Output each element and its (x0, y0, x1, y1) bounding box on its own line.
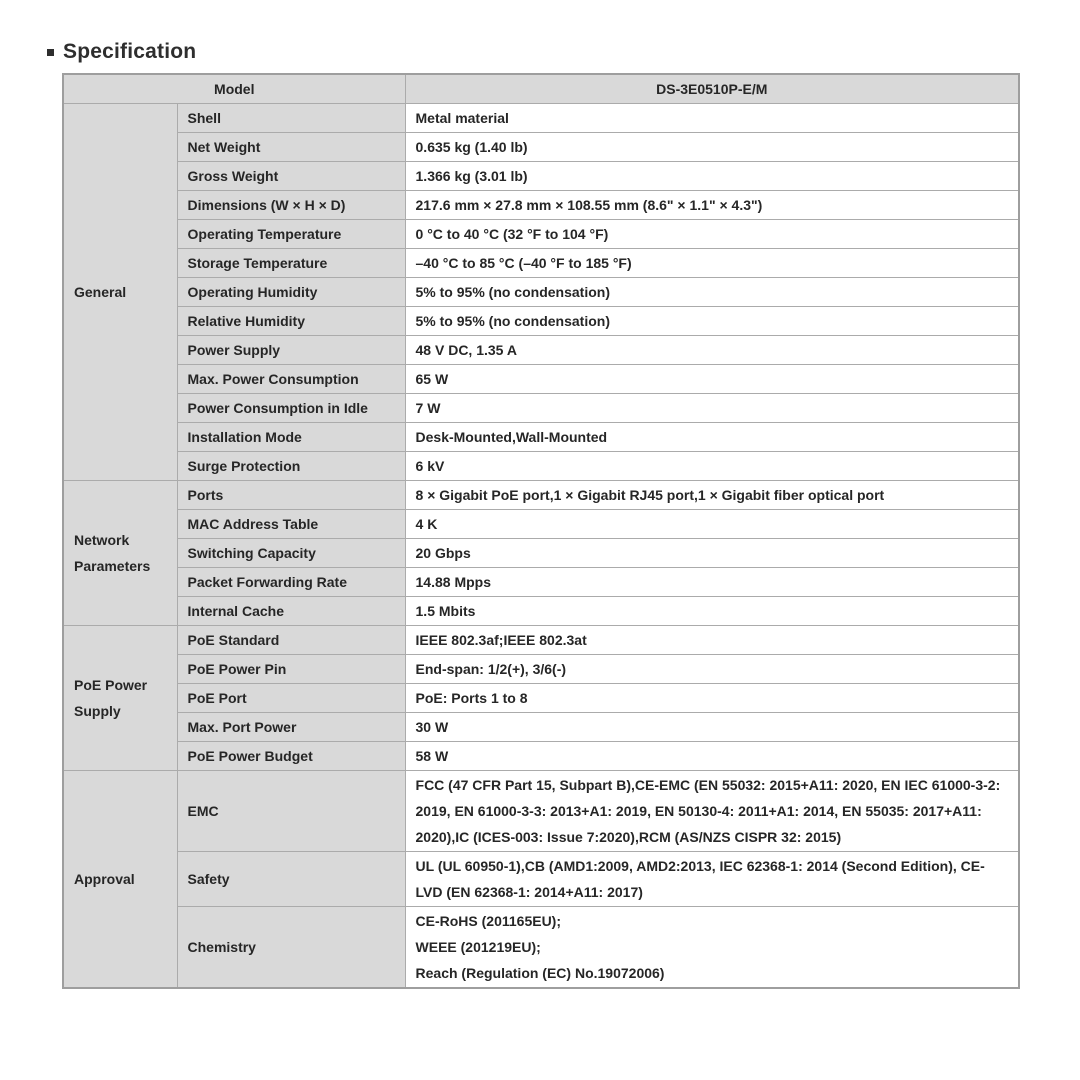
spec-label: Installation Mode (176, 422, 406, 452)
spec-row: Approval EMC FCC (47 CFR Part 15, Subpart … (62, 770, 1020, 989)
spec-label: Chemistry (176, 906, 406, 989)
spec-row: Power Consumption in Idle 7 W (63, 393, 1020, 423)
spec-row: Operating Humidity 5% to 95% (no condensa… (63, 277, 1020, 307)
spec-row: Storage Temperature –40 °C to 85 °C (–40 … (63, 248, 1020, 278)
spec-row: Safety UL (UL 60950-1),CB (AMD1:2009, AMD… (63, 851, 1020, 907)
spec-row: PoE Power Supply PoE Standard IEEE 802.3af… (62, 625, 1020, 771)
spec-value: 4 K (404, 509, 1020, 539)
spec-row: Gross Weight 1.366 kg (3.01 lb) (63, 161, 1020, 191)
model-header-label: Model (62, 73, 406, 104)
spec-row: Switching Capacity 20 Gbps (63, 538, 1020, 568)
spec-label: Net Weight (176, 132, 406, 162)
spec-row: Relative Humidity 5% to 95% (no condensat… (63, 306, 1020, 336)
specification-table: Model DS-3E0510P-E/M General Shell Metal m… (62, 73, 1021, 989)
spec-label: Switching Capacity (176, 538, 406, 568)
spec-row: Max. Power Consumption 65 W (63, 364, 1020, 394)
spec-label: Surge Protection (176, 451, 406, 481)
spec-label: Storage Temperature (176, 248, 406, 278)
spec-value: End-span: 1/2(+), 3/6(-) (404, 654, 1020, 684)
spec-label: Gross Weight (176, 161, 406, 191)
spec-value: 20 Gbps (404, 538, 1020, 568)
spec-value: UL (UL 60950-1),CB (AMD1:2009, AMD2:2013… (404, 851, 1020, 907)
group-cell-network-parameters: Network Parameters (62, 480, 178, 626)
spec-value: 217.6 mm × 27.8 mm × 108.55 mm (8.6" × 1… (404, 190, 1020, 220)
spec-value-line: Reach (Regulation (EC) No.19072006) (415, 965, 665, 981)
spec-label: Packet Forwarding Rate (176, 567, 406, 597)
spec-row: Max. Port Power 30 W (63, 712, 1020, 742)
spec-row: Power Supply 48 V DC, 1.35 A (63, 335, 1020, 365)
spec-value: IEEE 802.3af;IEEE 802.3at (404, 625, 1020, 655)
spec-row: Installation Mode Desk-Mounted,Wall-Mount… (63, 422, 1020, 452)
spec-value: 8 × Gigabit PoE port,1 × Gigabit RJ45 po… (404, 480, 1020, 510)
spec-value: 58 W (404, 741, 1020, 771)
spec-value: FCC (47 CFR Part 15, Subpart B),CE-EMC (… (404, 770, 1020, 852)
spec-row: PoE Port PoE: Ports 1 to 8 (63, 683, 1020, 713)
spec-value: 7 W (404, 393, 1020, 423)
spec-row: General Shell Metal material (62, 103, 1020, 481)
spec-value: 6 kV (404, 451, 1020, 481)
spec-label: EMC (176, 770, 406, 852)
group-cell-general: General (62, 103, 178, 481)
spec-value: 30 W (404, 712, 1020, 742)
group-cell-approval: Approval (62, 770, 178, 989)
spec-value: –40 °C to 85 °C (–40 °F to 185 °F) (404, 248, 1020, 278)
spec-label: Power Supply (176, 335, 406, 365)
spec-label: PoE Standard (176, 625, 406, 655)
group-cell-poe-power-supply: PoE Power Supply (62, 625, 178, 771)
spec-label: Relative Humidity (176, 306, 406, 336)
square-bullet-icon (47, 48, 54, 56)
spec-label: Dimensions (W × H × D) (176, 190, 406, 220)
spec-row: PoE Power Budget 58 W (63, 741, 1020, 771)
spec-label: Power Consumption in Idle (176, 393, 406, 423)
spec-label: MAC Address Table (176, 509, 406, 539)
spec-label: PoE Power Budget (176, 741, 406, 771)
spec-value: 0 °C to 40 °C (32 °F to 104 °F) (404, 219, 1020, 249)
page-title: Specification (63, 40, 197, 63)
spec-row: MAC Address Table 4 K (63, 509, 1020, 539)
spec-value-line: WEEE (201219EU); (415, 939, 541, 955)
spec-row: Net Weight 0.635 kg (1.40 lb) (63, 132, 1020, 162)
table-header-row: Model DS-3E0510P-E/M (62, 73, 1020, 104)
spec-label: Safety (176, 851, 406, 907)
spec-label: PoE Power Pin (176, 654, 406, 684)
spec-value: Desk-Mounted,Wall-Mounted (404, 422, 1020, 452)
spec-value: 0.635 kg (1.40 lb) (404, 132, 1020, 162)
section-title: Specification (47, 40, 196, 64)
spec-label: Ports (176, 480, 406, 510)
spec-row: Chemistry CE-RoHS (201165EU); WEEE (201219… (63, 906, 1020, 989)
spec-value: 14.88 Mpps (404, 567, 1020, 597)
spec-label: Shell (176, 103, 406, 133)
spec-value: 48 V DC, 1.35 A (404, 335, 1020, 365)
spec-row: PoE Power Pin End-span: 1/2(+), 3/6(-) (63, 654, 1020, 684)
spec-row: Dimensions (W × H × D) 217.6 mm × 27.8 mm… (63, 190, 1020, 220)
spec-label: Operating Temperature (176, 219, 406, 249)
spec-row: Internal Cache 1.5 Mbits (63, 596, 1020, 626)
spec-value: Metal material (404, 103, 1020, 133)
spec-label: Max. Port Power (176, 712, 406, 742)
spec-label: Operating Humidity (176, 277, 406, 307)
spec-row: Operating Temperature 0 °C to 40 °C (32 °… (63, 219, 1020, 249)
spec-row: Packet Forwarding Rate 14.88 Mpps (63, 567, 1020, 597)
model-header-value: DS-3E0510P-E/M (404, 73, 1020, 104)
spec-value: CE-RoHS (201165EU); WEEE (201219EU); Reach… (404, 906, 1020, 989)
spec-value: 65 W (404, 364, 1020, 394)
spec-label: PoE Port (176, 683, 406, 713)
spec-value: 5% to 95% (no condensation) (404, 277, 1020, 307)
spec-value: 1.5 Mbits (404, 596, 1020, 626)
spec-value: 5% to 95% (no condensation) (404, 306, 1020, 336)
spec-row: Surge Protection 6 kV (63, 451, 1020, 481)
spec-value: PoE: Ports 1 to 8 (404, 683, 1020, 713)
spec-row: Network Parameters Ports 8 × Gigabit PoE p… (62, 480, 1020, 626)
spec-value: 1.366 kg (3.01 lb) (404, 161, 1020, 191)
spec-label: Max. Power Consumption (176, 364, 406, 394)
spec-value-line: CE-RoHS (201165EU); (415, 913, 562, 929)
spec-label: Internal Cache (176, 596, 406, 626)
